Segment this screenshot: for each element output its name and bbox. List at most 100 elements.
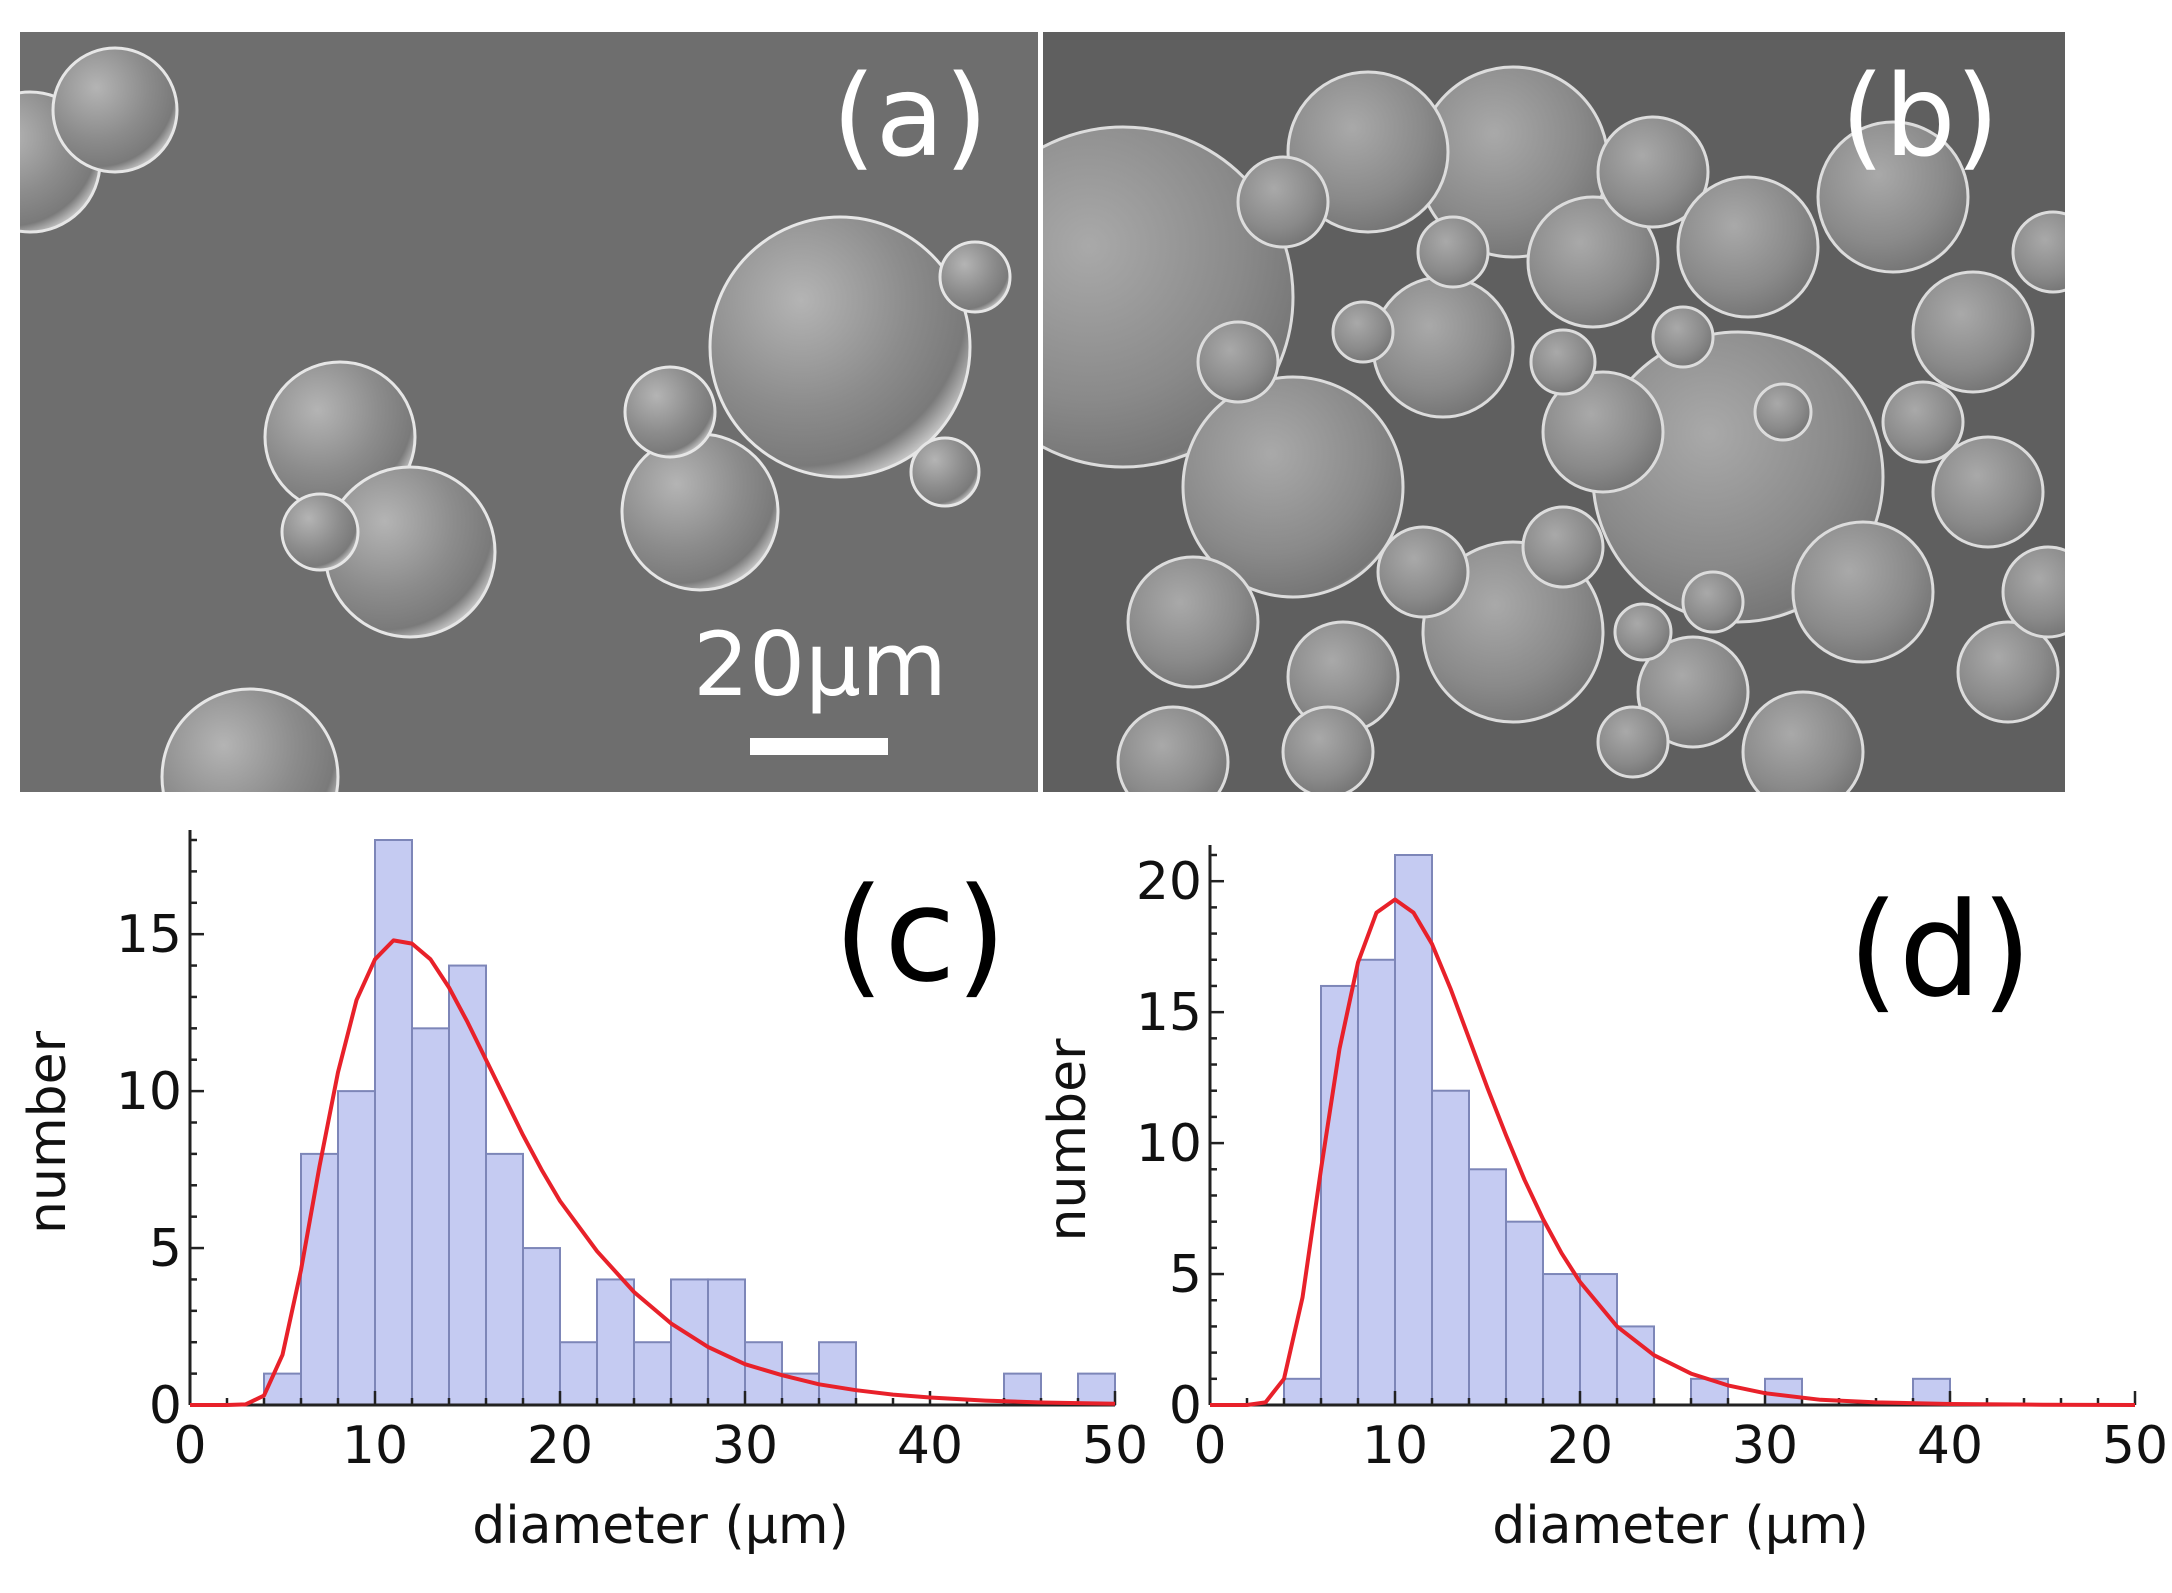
sphere (1521, 505, 1605, 589)
y-tick-label: 10 (116, 1062, 182, 1122)
y-tick-label: 0 (149, 1376, 182, 1436)
x-tick-label: 50 (2102, 1416, 2168, 1476)
histogram-bar (448, 964, 487, 1406)
sphere (1526, 195, 1660, 329)
fit-curve (190, 938, 1116, 1407)
sphere (1416, 215, 1490, 289)
histogram-bar (522, 1247, 561, 1406)
sphere (909, 436, 981, 508)
histogram-bar (263, 1372, 302, 1406)
histogram-bar (596, 1278, 635, 1407)
y-tick-label: 5 (1169, 1245, 1202, 1305)
sphere (708, 215, 972, 479)
sphere (1196, 320, 1280, 404)
sphere (1753, 382, 1813, 442)
sphere (1331, 300, 1395, 364)
scale-bar (750, 738, 888, 755)
histogram-bar (337, 1090, 376, 1406)
histogram-bar (559, 1341, 598, 1406)
sphere (1596, 705, 1670, 779)
histogram-bar (1357, 958, 1396, 1406)
y-tick-label: 10 (1136, 1114, 1202, 1174)
x-tick-label: 50 (1082, 1416, 1148, 1476)
histogram-bar (374, 839, 413, 1406)
histogram-bar (1431, 1089, 1470, 1406)
histogram-bar (1542, 1273, 1581, 1406)
histogram-bar (1912, 1377, 1951, 1407)
sphere (1651, 305, 1715, 369)
histogram-bar (411, 1027, 450, 1407)
histogram-bar (1505, 1220, 1544, 1406)
sphere (1596, 115, 1710, 229)
sphere (1116, 705, 1230, 792)
histogram-bar (1283, 1377, 1322, 1407)
panel-label: (c) (834, 859, 1007, 1011)
sphere (2001, 545, 2065, 639)
histogram-bar (1616, 1325, 1655, 1407)
sphere (1791, 520, 1935, 664)
sphere (1529, 328, 1597, 396)
sphere (280, 492, 360, 572)
scale-bar-label: 20μm (693, 613, 947, 716)
y-tick-label: 5 (149, 1219, 182, 1279)
sphere (1126, 555, 1260, 689)
sphere (1676, 175, 1820, 319)
x-tick-label: 10 (342, 1416, 408, 1476)
sphere (1613, 602, 1673, 662)
sphere (1636, 635, 1750, 749)
sphere (1881, 380, 1965, 464)
panel-label-b: (b) (1841, 52, 1999, 182)
x-axis-title: diameter (μm) (472, 1496, 849, 1556)
x-tick-label: 0 (1193, 1416, 1226, 1476)
x-tick-label: 30 (712, 1416, 778, 1476)
sphere (160, 687, 340, 792)
x-tick-label: 0 (173, 1416, 206, 1476)
sphere (1281, 705, 1375, 792)
sphere (1376, 525, 1470, 619)
sphere (938, 240, 1012, 314)
histogram-c: 0 10 20 30 40 50 0 5 10 15 diameter (μm) number (c) (18, 830, 1148, 1556)
y-axis-title: number (1038, 1038, 1098, 1242)
sphere (1931, 435, 2045, 549)
histogram-bar (818, 1341, 857, 1406)
sphere (1816, 120, 1970, 274)
histogram-bar (485, 1152, 524, 1407)
sphere (1956, 620, 2060, 724)
sphere (1911, 270, 2035, 394)
sphere (620, 432, 780, 592)
histogram-bar (300, 1152, 339, 1407)
sem-panel-b: (b) (1043, 32, 2065, 792)
x-axis-title: diameter (μm) (1492, 1496, 1869, 1556)
x-tick-label: 20 (1547, 1416, 1613, 1476)
histogram-d: 0 10 20 30 40 50 0 5 10 15 20 diameter (μm) number (d… (1038, 845, 2168, 1556)
panel-label-a: (a) (832, 52, 988, 182)
panel-label: (d) (1848, 874, 2032, 1026)
fit-curve (1210, 897, 2136, 1407)
sphere (1741, 690, 1865, 792)
spheres-a (20, 46, 1012, 792)
histogram-bar (1579, 1273, 1618, 1406)
spheres-b (1043, 65, 2065, 792)
x-tick-label: 20 (527, 1416, 593, 1476)
histogram-bar (1468, 1168, 1507, 1407)
sphere (51, 46, 179, 174)
sphere (1236, 155, 1330, 249)
histogram-bar (707, 1278, 746, 1407)
sphere (1181, 375, 1405, 599)
x-tick-label: 40 (897, 1416, 963, 1476)
x-tick-label: 40 (1917, 1416, 1983, 1476)
sem-panel-a: (a) 20μm (20, 32, 1038, 792)
histogram-bar (633, 1341, 672, 1406)
y-tick-label: 15 (1136, 983, 1202, 1043)
x-tick-label: 30 (1732, 1416, 1798, 1476)
histogram-bar (1764, 1377, 1803, 1407)
sphere (2011, 210, 2065, 294)
x-tick-label: 10 (1362, 1416, 1428, 1476)
y-axis-title: number (18, 1030, 78, 1234)
histogram-bar (1077, 1372, 1116, 1406)
y-tick-label: 20 (1136, 852, 1202, 912)
y-tick-label: 15 (116, 905, 182, 965)
sphere (1371, 275, 1515, 419)
sphere (1541, 370, 1665, 494)
